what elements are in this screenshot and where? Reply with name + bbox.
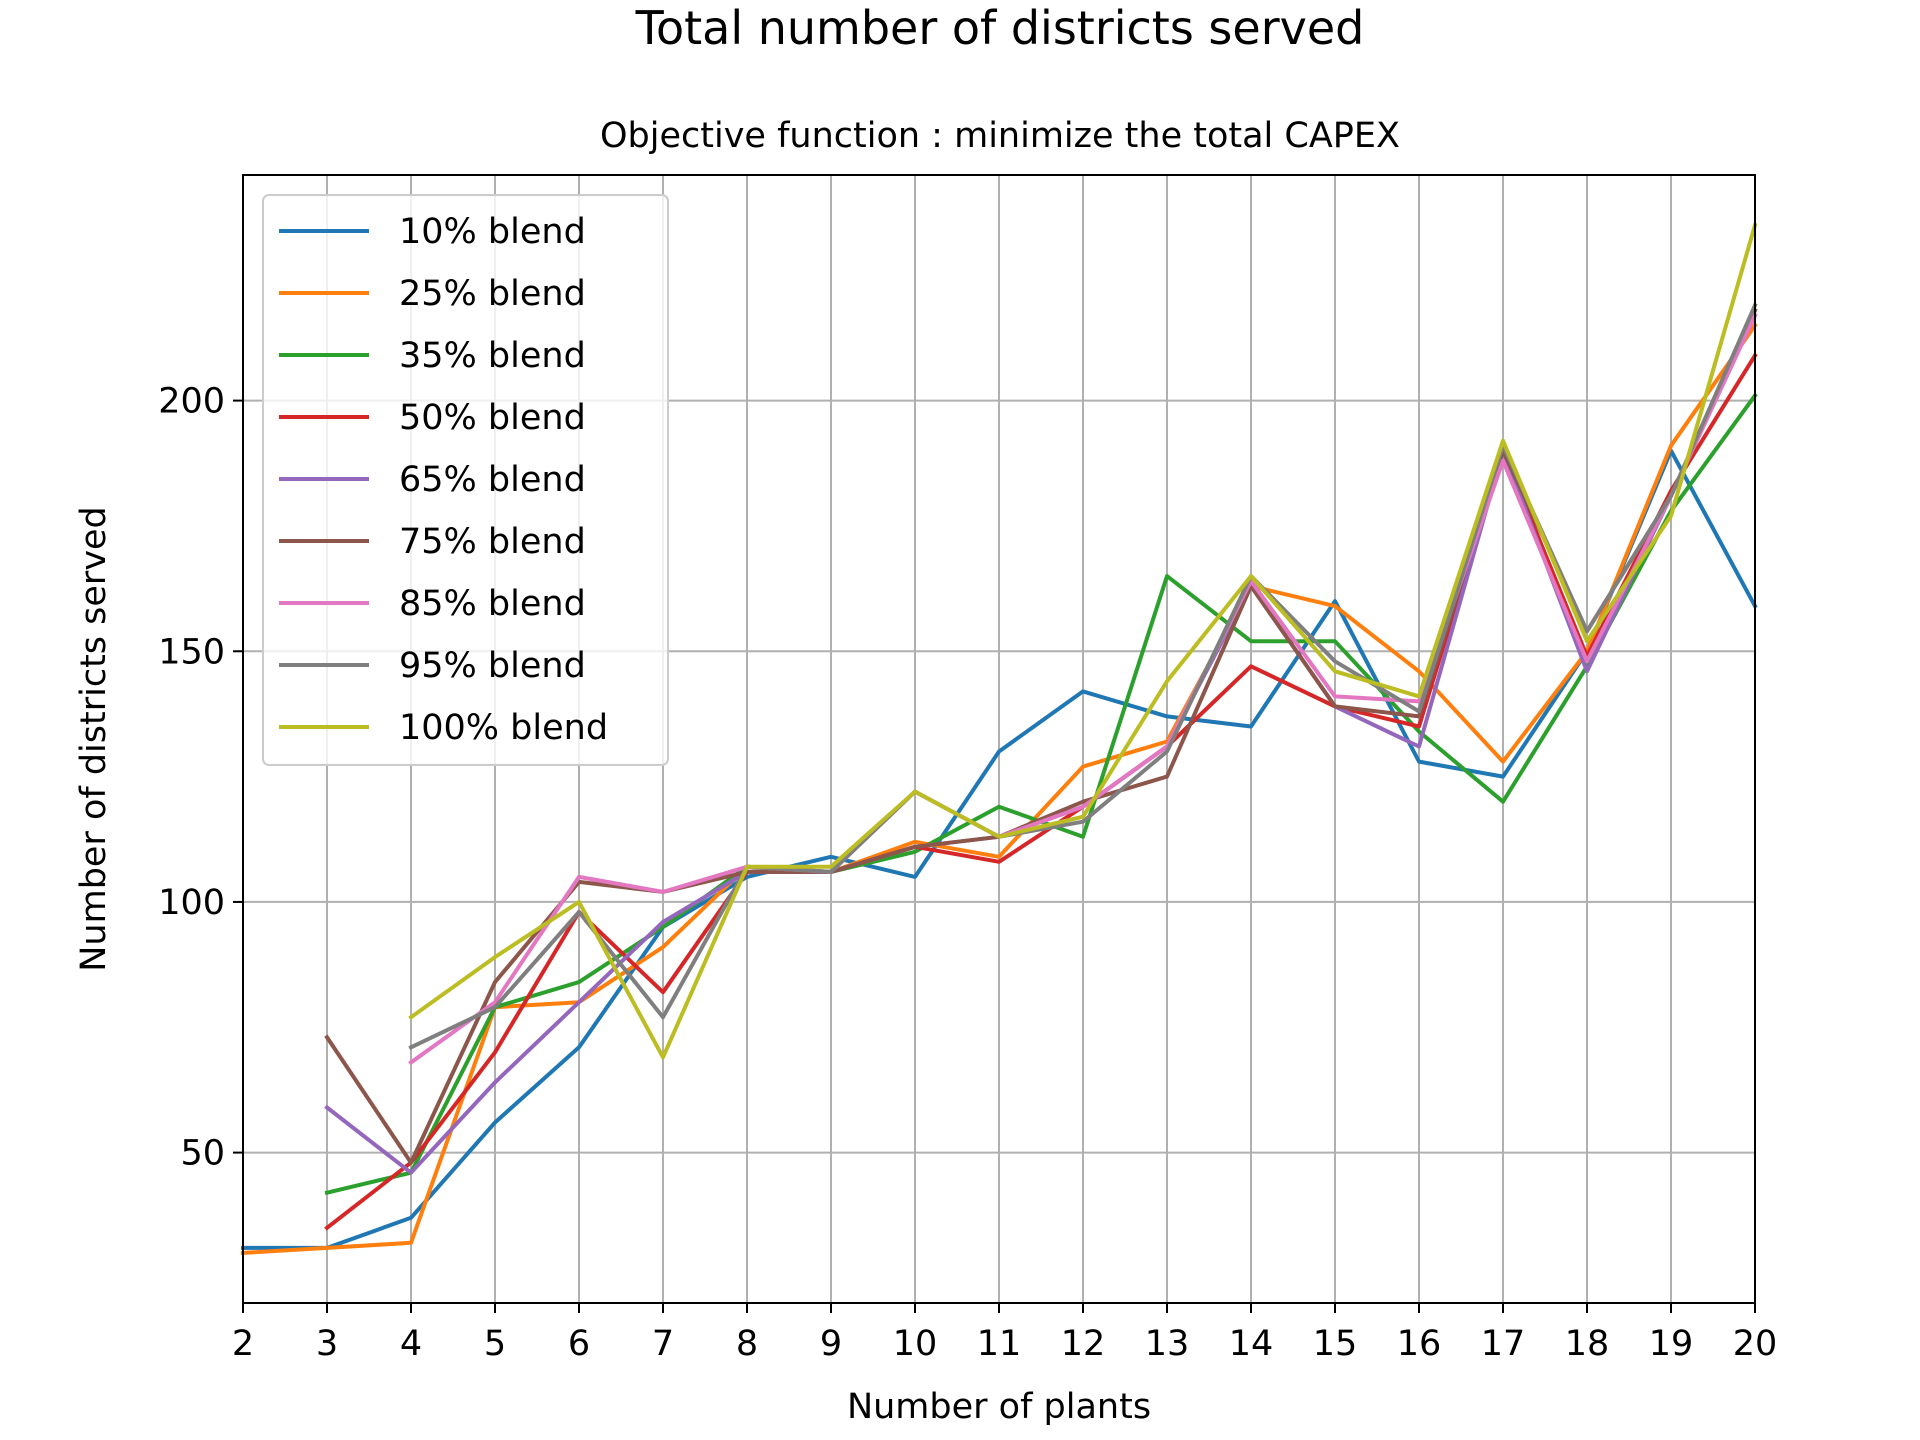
- x-tick-label: 5: [484, 1324, 506, 1364]
- legend-label: 65% blend: [399, 460, 586, 500]
- legend: 10% blend 25% blend 35% blend 50% blend 65% …: [262, 194, 669, 766]
- legend-label: 10% blend: [399, 212, 586, 252]
- x-tick-label: 4: [400, 1324, 422, 1364]
- x-tick-label: 19: [1649, 1324, 1694, 1364]
- x-tick-label: 6: [568, 1324, 590, 1364]
- x-tick-label: 12: [1061, 1324, 1106, 1364]
- legend-label: 85% blend: [399, 584, 586, 624]
- x-tick-label: 7: [652, 1324, 674, 1364]
- y-axis-label: Number of districts served: [74, 506, 114, 972]
- x-tick-label: 15: [1313, 1324, 1358, 1364]
- x-axis: 2 3 4 5 6 7 8 9 10 11 12 13 14 15 16 17 18 19 20: [232, 1303, 1777, 1364]
- x-tick-label: 11: [977, 1324, 1022, 1364]
- x-tick-label: 18: [1565, 1324, 1610, 1364]
- y-tick-label: 150: [158, 632, 225, 672]
- x-tick-label: 3: [316, 1324, 338, 1364]
- legend-label: 50% blend: [399, 398, 586, 438]
- chart-title: Total number of districts served: [635, 1, 1365, 55]
- x-tick-label: 13: [1145, 1324, 1190, 1364]
- x-tick-label: 2: [232, 1324, 254, 1364]
- x-tick-label: 17: [1481, 1324, 1526, 1364]
- legend-label: 25% blend: [399, 274, 586, 314]
- legend-frame: [262, 194, 669, 766]
- x-tick-label: 8: [736, 1324, 758, 1364]
- x-tick-label: 10: [893, 1324, 938, 1364]
- series-line-100-blend: [408, 222, 1758, 1060]
- legend-label: 95% blend: [399, 646, 586, 686]
- y-tick-label: 50: [180, 1134, 225, 1174]
- series-line-10-blend: [241, 448, 1758, 1250]
- series-lines: [240, 222, 1758, 1256]
- x-tick-label: 16: [1397, 1324, 1442, 1364]
- legend-label: 75% blend: [399, 522, 586, 562]
- legend-label: 35% blend: [399, 336, 586, 376]
- x-tick-label: 14: [1229, 1324, 1274, 1364]
- legend-label: 100% blend: [399, 708, 608, 748]
- chart-subtitle: Objective function : minimize the total …: [600, 116, 1400, 156]
- y-axis: 50 100 150 200: [158, 382, 243, 1174]
- series-line-85-blend: [408, 312, 1758, 1066]
- y-tick-label: 200: [158, 382, 225, 422]
- x-tick-label: 20: [1733, 1324, 1778, 1364]
- x-tick-label: 9: [820, 1324, 842, 1364]
- y-tick-label: 100: [158, 883, 225, 923]
- x-axis-label: Number of plants: [847, 1387, 1151, 1427]
